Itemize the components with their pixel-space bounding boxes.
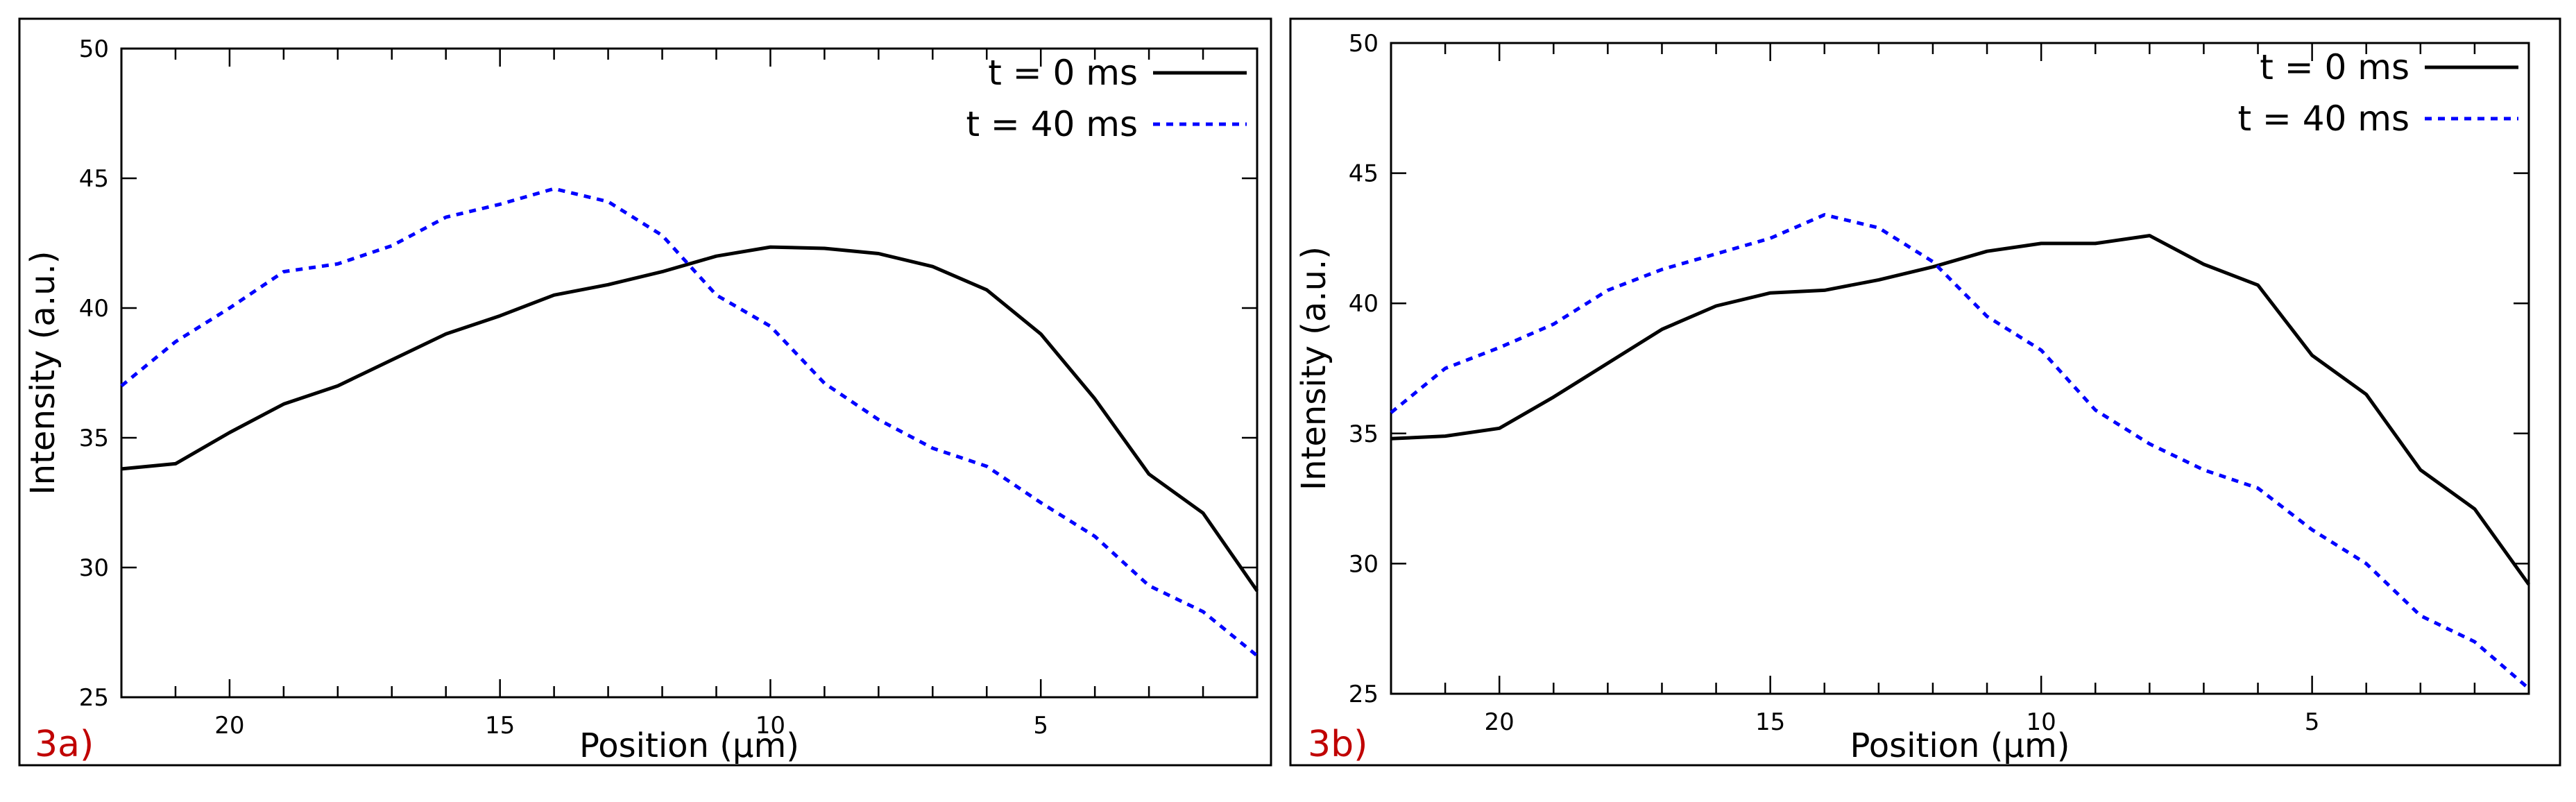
x-tick-label: 15: [485, 712, 515, 740]
panel-frame: [1289, 17, 2561, 767]
y-tick-label: 30: [79, 554, 109, 582]
y-tick-label: 45: [79, 165, 109, 193]
x-tick-label: 10: [2027, 708, 2056, 736]
x-tick-label: 20: [214, 712, 244, 740]
legend-label: t = 40 ms: [966, 104, 1138, 144]
y-tick-label: 50: [1349, 30, 1379, 58]
y-tick-label: 30: [1349, 550, 1379, 578]
plot-area: [120, 47, 1259, 699]
panel-label: 3a): [35, 724, 94, 765]
x-tick-label: 5: [1033, 712, 1048, 740]
y-tick-label: 40: [79, 295, 109, 323]
x-tick-label: 10: [756, 712, 785, 740]
series-line-0: [121, 245, 1259, 592]
plot-area: [1390, 42, 2530, 695]
y-tick-label: 50: [79, 35, 109, 63]
legend-label: t = 40 ms: [2237, 99, 2409, 139]
legend-label: t = 0 ms: [988, 53, 1138, 93]
y-tick-label: 25: [79, 684, 109, 712]
chart-panel-1: 25 30 35 40 45 50 20 15 10 5 Position (µm) Intensit…: [1289, 17, 2561, 767]
x-axis-label: Position (µm): [579, 726, 799, 765]
series-line-1: [120, 187, 1259, 658]
chart-panel-0: 25 30 35 40 45 50 20 15 10 5 Position (µm) Intensit…: [18, 17, 1272, 767]
y-axis-label: Intensity (a.u.): [24, 251, 62, 495]
x-axis-label: Position (µm): [1850, 726, 2070, 765]
y-tick-label: 25: [1349, 681, 1379, 708]
series-line-1: [1390, 213, 2530, 690]
panel-frame: [18, 17, 1272, 767]
legend-label: t = 0 ms: [2260, 47, 2409, 87]
x-tick-label: 20: [1485, 708, 1515, 736]
series-line-0: [1390, 234, 2531, 586]
y-tick-label: 35: [79, 425, 109, 452]
panel-label: 3b): [1308, 724, 1367, 765]
y-tick-label: 35: [1349, 420, 1379, 448]
y-tick-label: 45: [1349, 160, 1379, 188]
x-tick-label: 5: [2305, 708, 2320, 736]
y-tick-label: 40: [1349, 290, 1379, 318]
x-tick-label: 15: [1755, 708, 1785, 736]
y-axis-label: Intensity (a.u.): [1295, 246, 1333, 490]
